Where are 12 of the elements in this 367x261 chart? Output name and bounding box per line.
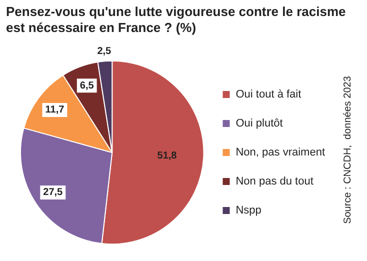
legend-label: Non pas du tout xyxy=(236,176,314,188)
legend-label: Nspp xyxy=(236,204,262,217)
data-label: 2,5 xyxy=(97,46,112,57)
legend-label: Oui tout à fait xyxy=(236,88,302,101)
data-label: 51,8 xyxy=(157,150,178,162)
source-note: Source : CNCDH, données 2023 xyxy=(342,76,354,224)
chart-title: Pensez-vous qu'une lutte vigoureuse contre le racisme est nécessaire en France ? (%) xyxy=(6,4,347,36)
data-label: 27,5 xyxy=(43,187,64,198)
data-label: 11,7 xyxy=(45,104,65,116)
data-label: 6,5 xyxy=(80,80,94,92)
legend-label: Non, pas vraiment xyxy=(236,146,326,159)
legend-label: Oui plutôt xyxy=(236,118,283,130)
